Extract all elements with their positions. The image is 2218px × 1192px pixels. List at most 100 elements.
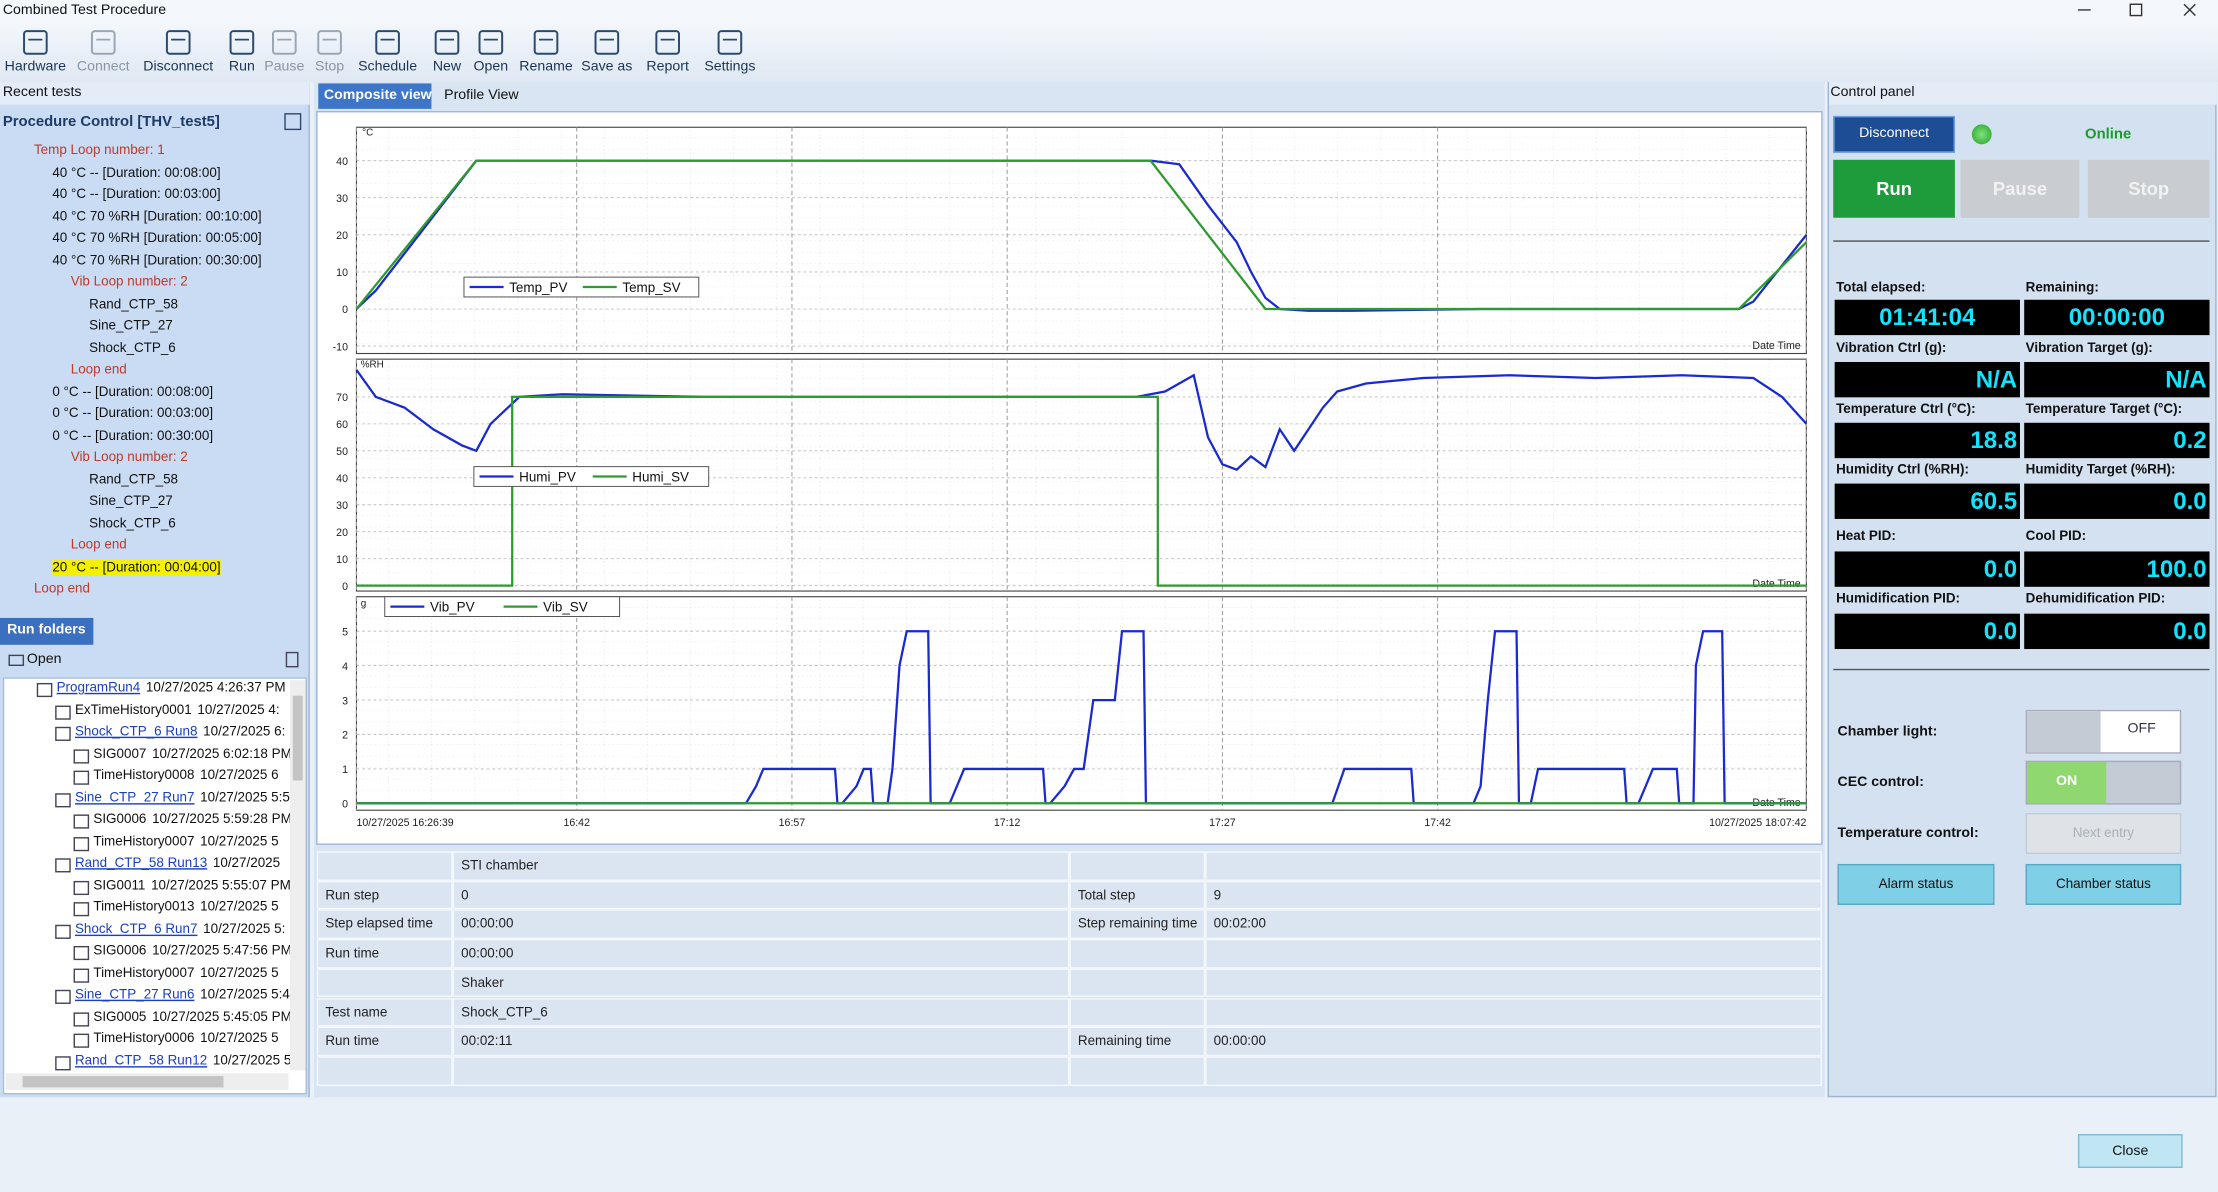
next-entry-button[interactable]: Next entry [2025,813,2182,855]
procedure-step[interactable]: Rand_CTP_58 [89,471,179,488]
run-name[interactable]: Rand_CTP_58 Run13 [74,855,208,872]
tree-row[interactable]: TimeHistory0008 10/27/2025 6 [93,768,290,788]
run-button[interactable]: Run [1833,159,1955,218]
procedure-step[interactable]: Vib Loop number: 2 [70,449,188,466]
tab[interactable]: Profile View [444,87,519,104]
tree-row[interactable]: Sine_CTP_27 Run6 10/27/2025 5:4 [75,987,290,1007]
procedure-step[interactable]: Vib Loop number: 2 [70,274,188,290]
tree-row[interactable]: ProgramRun4 10/27/2025 4:26:37 PM [57,680,290,700]
run-name[interactable]: TimeHistory0007 [93,965,195,981]
toolbar-button[interactable]: Hardware [4,59,67,75]
chamber-status-button[interactable]: Chamber status [2025,863,2182,905]
pause-button[interactable]: Pause [1960,159,2080,218]
procedure-step[interactable]: Shock_CTP_6 [89,515,176,531]
toolbar-button[interactable]: Stop [315,59,345,75]
procedure-step[interactable]: 40 °C -- [Duration: 00:08:00] [52,164,221,181]
toolbar-icon[interactable] [372,28,403,56]
run-name[interactable]: SIG0006 [93,811,147,828]
run-name[interactable]: TimeHistory0007 [93,833,195,850]
tree-row[interactable]: Rand_CTP_58 Run12 10/27/2025 5 [75,1053,290,1073]
procedure-step[interactable]: 0 °C -- [Duration: 00:03:00] [52,405,214,422]
tree-row[interactable]: ExTimeHistory0001 10/27/2025 4: [75,702,290,722]
scroll-thumb[interactable] [292,695,303,781]
close-window[interactable] [2183,3,2196,17]
run-name[interactable]: SIG0011 [93,877,146,893]
toolbar-icon[interactable] [475,28,506,56]
tree-row[interactable]: Sine_CTP_27 Run7 10/27/2025 5:5 [75,790,290,810]
stop-button[interactable]: Stop [2087,159,2210,218]
procedure-step[interactable]: Temp Loop number: 1 [33,142,165,159]
toolbar-button[interactable]: Schedule [358,59,418,75]
tree-row[interactable]: Shock_CTP_6 Run7 10/27/2025 5: [75,921,290,941]
tree-row[interactable]: SIG0006 10/27/2025 5:59:28 PM [93,812,290,832]
run-name[interactable]: Sine_CTP_27 Run6 [74,986,195,1003]
toolbar-button[interactable]: Run [228,59,255,75]
toolbar-button[interactable]: Save as [581,59,633,75]
run-name[interactable]: TimeHistory0006 [93,1030,195,1047]
procedure-step[interactable]: Sine_CTP_27 [89,493,173,510]
run-name[interactable]: TimeHistory0013 [93,899,195,915]
toolbar-icon[interactable] [591,28,622,56]
toolbar-icon[interactable] [20,28,51,56]
toolbar-button[interactable]: Disconnect [143,59,214,75]
toolbar-button[interactable]: Connect [76,59,130,75]
open-button[interactable]: Open [26,651,62,668]
toolbar-icon[interactable] [269,28,300,56]
toolbar-icon[interactable] [714,28,745,56]
procedure-step[interactable]: 40 °C 70 %RH [Duration: 00:10:00] [52,208,262,225]
run-name[interactable]: Sine_CTP_27 Run7 [74,789,195,806]
tree-row[interactable]: Shock_CTP_6 Run8 10/27/2025 6: [75,724,290,744]
procedure-step[interactable]: Loop end [70,361,127,378]
window-controls[interactable] [2065,0,2218,23]
tree-row[interactable]: TimeHistory0007 10/27/2025 5 [93,965,290,985]
procedure-step[interactable]: Sine_CTP_27 [89,318,173,334]
run-name[interactable]: ExTimeHistory0001 [74,702,192,718]
toolbar-icon[interactable] [652,28,683,56]
disconnect-button[interactable]: Disconnect [1833,115,1955,153]
tree-row[interactable]: SIG0007 10/27/2025 6:02:18 PM [93,746,290,766]
procedure-step[interactable]: 40 °C 70 %RH [Duration: 00:30:00] [52,252,262,268]
procedure-step[interactable]: 0 °C -- [Duration: 00:08:00] [52,383,214,400]
toolbar-icon[interactable] [88,28,119,56]
procedure-step[interactable]: Rand_CTP_58 [89,296,179,312]
tree-row[interactable]: TimeHistory0007 10/27/2025 5 [93,834,290,854]
scroll-thumb[interactable] [22,1076,224,1088]
tree-row[interactable]: SIG0006 10/27/2025 5:47:56 PM [93,943,290,963]
tab-run-folders[interactable]: Run folders [0,617,94,645]
maximize[interactable] [2129,3,2143,17]
tree-row[interactable]: TimeHistory0006 10/27/2025 5 [93,1031,290,1051]
procedure-step[interactable]: 40 °C 70 %RH [Duration: 00:05:00] [52,230,262,247]
tree-row[interactable]: SIG0011 10/27/2025 5:55:07 PM [93,877,290,897]
run-name[interactable]: SIG0007 [93,745,147,762]
run-name[interactable]: ProgramRun4 [56,680,141,696]
procedure-step[interactable]: 0 °C -- [Duration: 00:30:00] [52,427,214,444]
tab-active[interactable]: Composite view [318,83,432,109]
procedure-step[interactable]: Loop end [70,537,127,553]
procedure-step[interactable]: Shock_CTP_6 [89,340,176,356]
procedure-step[interactable]: Loop end [33,581,91,597]
run-name[interactable]: Shock_CTP_6 Run7 [74,921,198,937]
toolbar-icon[interactable] [530,28,561,56]
toolbar-icon[interactable] [314,28,345,56]
toolbar-button[interactable]: Rename [519,59,573,75]
alarm-status-button[interactable]: Alarm status [1837,863,1995,905]
tree-row[interactable]: Rand_CTP_58 Run13 10/27/2025 [75,855,290,875]
toolbar-button[interactable]: New [432,59,462,75]
toolbar-button[interactable]: Pause [264,59,305,75]
tree-row[interactable]: TimeHistory0013 10/27/2025 5 [93,899,290,919]
run-name[interactable]: Shock_CTP_6 Run8 [74,723,198,740]
run-name[interactable]: SIG0005 [93,1008,147,1025]
toolbar-button[interactable]: Settings [704,59,756,75]
run-name[interactable]: TimeHistory0008 [93,767,195,784]
procedure-step[interactable]: 40 °C -- [Duration: 00:03:00] [52,186,221,203]
tree-row[interactable]: SIG0005 10/27/2025 5:45:05 PM [93,1009,290,1029]
edit-icon[interactable] [284,113,302,131]
toolbar-button[interactable]: Report [646,59,689,75]
run-name[interactable]: SIG0006 [93,943,147,959]
close-button[interactable]: Close [2077,1134,2183,1168]
toolbar-icon[interactable] [226,28,257,56]
toolbar-icon[interactable] [431,28,462,56]
delete-icon[interactable] [285,651,299,668]
toolbar-icon[interactable] [163,28,194,56]
run-name[interactable]: Rand_CTP_58 Run12 [74,1052,208,1069]
